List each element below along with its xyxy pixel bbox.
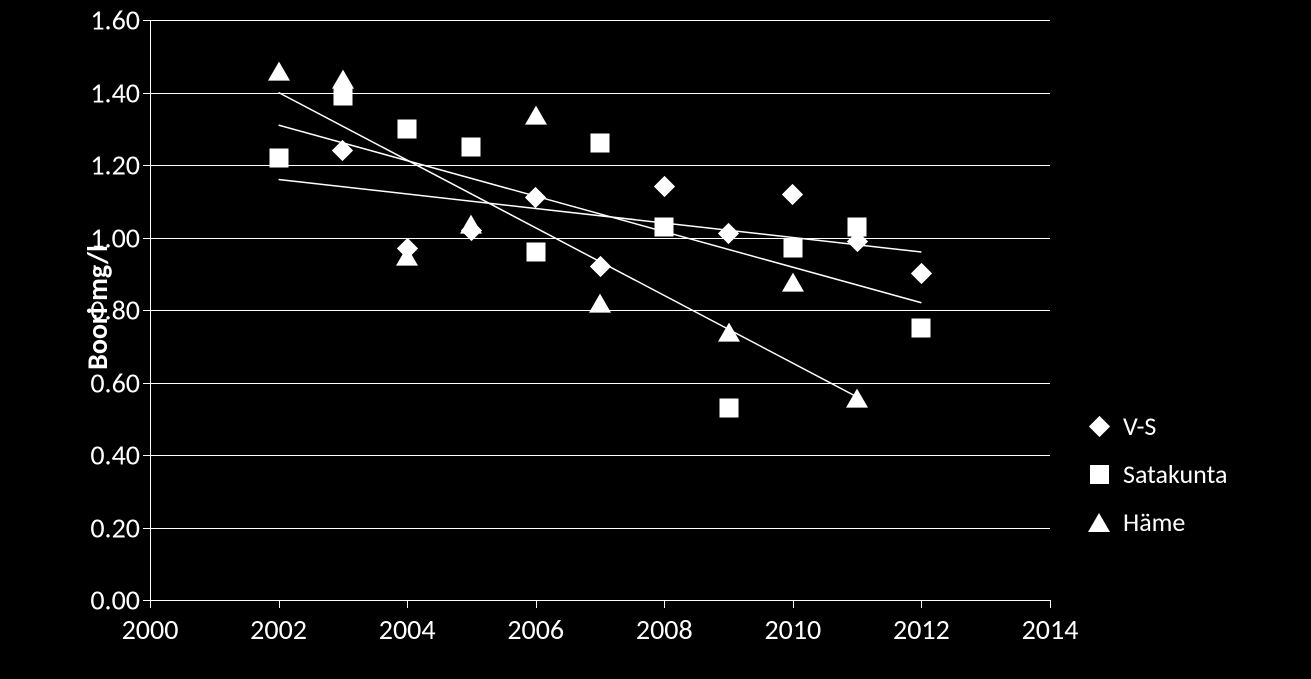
data-point [398,119,417,138]
data-point [333,87,352,106]
x-tick-label: 2002 [250,600,307,647]
scatter-chart: 0.000.200.400.600.801.001.201.401.602000… [0,0,1311,679]
data-point [527,189,545,207]
data-point [396,247,418,266]
y-axis-title: Boori mg/l [80,245,115,370]
plot-area: 0.000.200.400.600.801.001.201.401.602000… [150,20,1050,600]
y-tick-label: 0.20 [90,510,150,545]
data-point [783,239,802,258]
x-tick-label: 2000 [122,600,179,647]
data-point [846,388,868,407]
y-tick-label: 0.60 [90,365,150,400]
data-point [784,185,802,203]
x-tick-label: 2014 [1022,600,1079,647]
triangle-icon [1085,508,1113,536]
legend-item: Häme [1085,506,1227,538]
data-point [334,142,352,160]
x-tick-label: 2010 [764,600,821,647]
square-icon [1085,460,1113,488]
trendline-häme [279,93,858,398]
data-point [525,106,547,125]
data-point [718,323,740,342]
data-point [655,178,673,196]
legend-label: Satakunta [1123,458,1227,490]
legend: V-S Satakunta Häme [1085,410,1227,554]
data-point [269,148,288,167]
x-tick-label: 2004 [379,600,436,647]
data-point [332,69,354,88]
legend-label: V-S [1123,410,1156,442]
data-point [591,258,609,276]
gridline [150,455,1050,456]
x-tick-label: 2008 [636,600,693,647]
data-point [589,294,611,313]
y-tick-label: 1.40 [90,75,150,110]
data-point [912,319,931,338]
data-point [268,62,290,81]
legend-item: V-S [1085,410,1227,442]
gridline [150,20,1050,21]
y-tick-label: 0.40 [90,438,150,473]
data-point [460,214,482,233]
gridline [150,238,1050,239]
y-tick-label: 1.60 [90,3,150,38]
legend-label: Häme [1123,506,1185,538]
data-point [655,217,674,236]
diamond-icon [1085,412,1113,440]
data-point [526,243,545,262]
data-point [720,225,738,243]
gridline [150,93,1050,94]
data-point [782,272,804,291]
data-point [462,137,481,156]
gridline [150,383,1050,384]
y-tick-label: 1.20 [90,148,150,183]
data-point [848,217,867,236]
data-point [719,398,738,417]
x-tick-label: 2006 [507,600,564,647]
gridline [150,528,1050,529]
x-tick-label: 2012 [893,600,950,647]
data-point [591,134,610,153]
data-point [912,265,930,283]
trendline-v-s [279,180,922,253]
legend-item: Satakunta [1085,458,1227,490]
